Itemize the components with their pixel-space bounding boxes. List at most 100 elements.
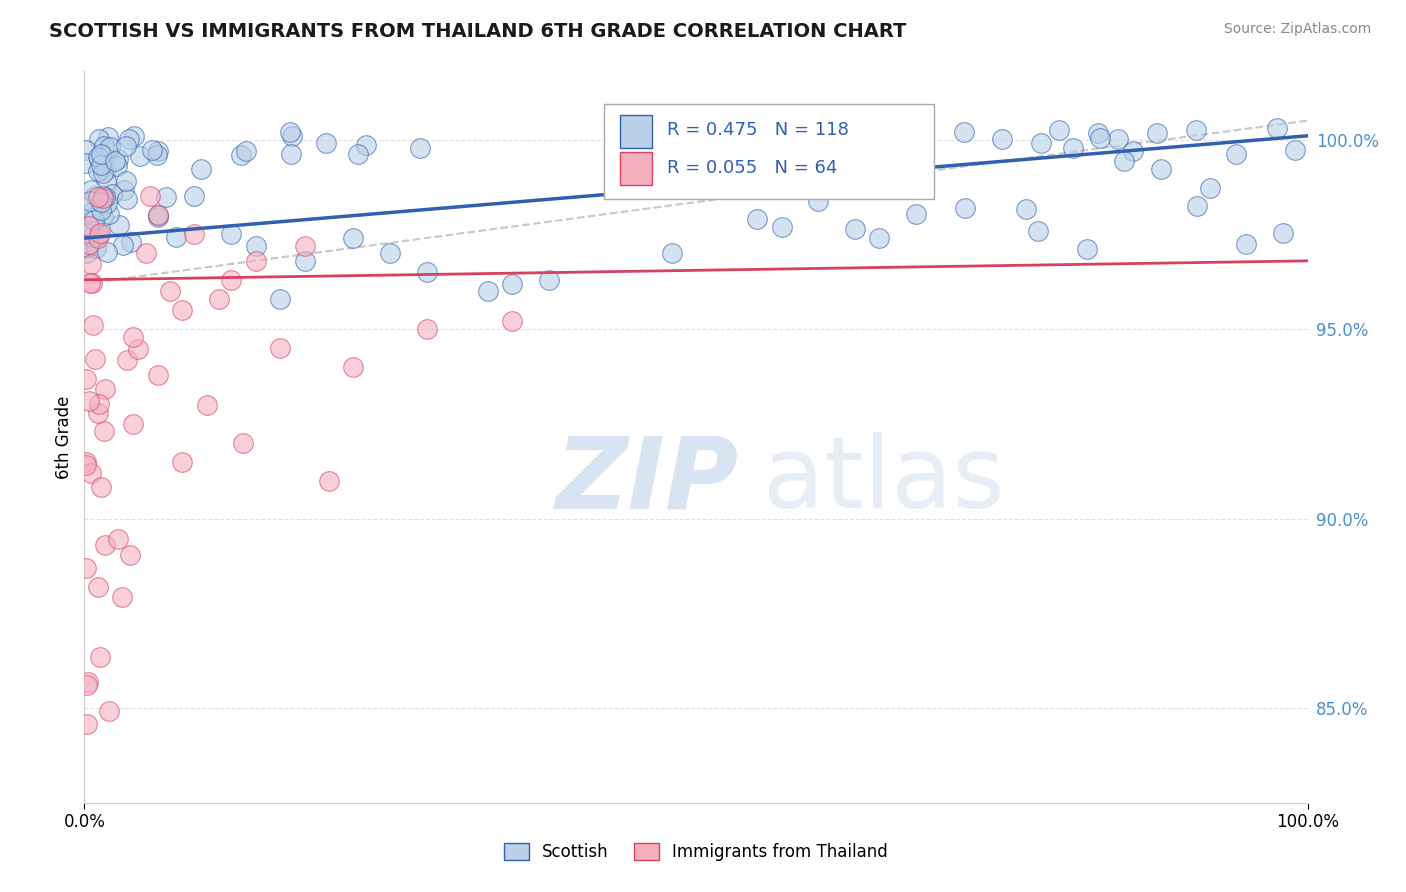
Point [82, 204, 104, 219]
Point [114, 173, 136, 187]
Point [75, 371, 97, 385]
Point [183, 227, 205, 242]
Point [80, 230, 103, 244]
Y-axis label: 6th Grade: 6th Grade [55, 395, 73, 479]
Point [94, 538, 117, 552]
Point [1284, 143, 1306, 157]
Point [91, 166, 114, 180]
Point [96, 245, 118, 260]
Point [190, 161, 212, 176]
Point [219, 227, 242, 242]
Point [91, 188, 114, 202]
Point [807, 194, 830, 208]
Point [77, 226, 100, 240]
Point [280, 129, 302, 144]
Point [953, 125, 976, 139]
Point [90, 146, 112, 161]
Point [1265, 121, 1288, 136]
Point [80, 466, 103, 480]
Point [146, 145, 169, 159]
Point [1015, 202, 1038, 216]
Point [75, 561, 97, 575]
Point [94, 190, 117, 204]
Point [94, 163, 117, 178]
Text: SCOTTISH VS IMMIGRANTS FROM THAILAND 6TH GRADE CORRELATION CHART: SCOTTISH VS IMMIGRANTS FROM THAILAND 6TH… [49, 22, 907, 41]
Point [101, 187, 124, 202]
Point [229, 147, 252, 161]
Legend: Scottish, Immigrants from Thailand: Scottish, Immigrants from Thailand [498, 836, 894, 868]
FancyBboxPatch shape [605, 104, 935, 200]
Point [117, 352, 139, 367]
Point [82, 318, 104, 333]
Point [96, 196, 118, 211]
Point [122, 329, 145, 343]
Point [76, 246, 98, 260]
Point [120, 235, 142, 249]
Point [87, 580, 110, 594]
Point [278, 125, 301, 139]
Point [1114, 154, 1136, 169]
Point [91, 160, 114, 174]
Point [685, 179, 707, 194]
Point [94, 174, 117, 188]
Point [159, 284, 181, 298]
Point [1225, 146, 1247, 161]
Point [1185, 123, 1208, 137]
Point [111, 591, 134, 605]
Point [640, 133, 662, 147]
Point [114, 139, 136, 153]
Point [776, 134, 799, 148]
Point [502, 277, 524, 291]
Point [97, 207, 120, 221]
Point [1062, 140, 1084, 154]
Point [269, 341, 291, 355]
Point [139, 189, 162, 203]
Point [477, 284, 499, 298]
Point [342, 359, 364, 374]
Point [953, 201, 976, 215]
Point [91, 209, 114, 223]
Point [86, 190, 108, 204]
Point [991, 132, 1014, 146]
Point [146, 208, 169, 222]
Point [107, 153, 129, 167]
Point [90, 195, 112, 210]
Point [75, 156, 97, 170]
Point [817, 140, 839, 154]
Point [1087, 126, 1109, 140]
FancyBboxPatch shape [620, 115, 652, 148]
Point [135, 246, 157, 260]
Point [80, 257, 103, 271]
Point [141, 144, 163, 158]
Point [165, 229, 187, 244]
Text: Source: ZipAtlas.com: Source: ZipAtlas.com [1223, 22, 1371, 37]
Point [83, 209, 105, 223]
Point [613, 128, 636, 142]
Point [93, 424, 115, 438]
Point [747, 211, 769, 226]
Point [195, 398, 218, 412]
Point [1150, 162, 1173, 177]
Point [294, 238, 316, 252]
Point [86, 231, 108, 245]
Point [118, 549, 141, 563]
Point [724, 132, 747, 146]
Point [76, 240, 98, 254]
Point [1236, 237, 1258, 252]
Point [76, 678, 98, 692]
Point [87, 131, 110, 145]
Point [342, 231, 364, 245]
Point [83, 189, 105, 203]
Point [75, 458, 97, 472]
Point [1272, 226, 1295, 240]
Point [77, 394, 100, 409]
Point [108, 218, 131, 232]
Point [93, 150, 115, 164]
Point [112, 183, 135, 197]
Point [844, 222, 866, 236]
Point [90, 480, 112, 494]
Point [84, 241, 107, 255]
Point [104, 154, 127, 169]
Point [1187, 199, 1209, 213]
Point [87, 152, 110, 166]
